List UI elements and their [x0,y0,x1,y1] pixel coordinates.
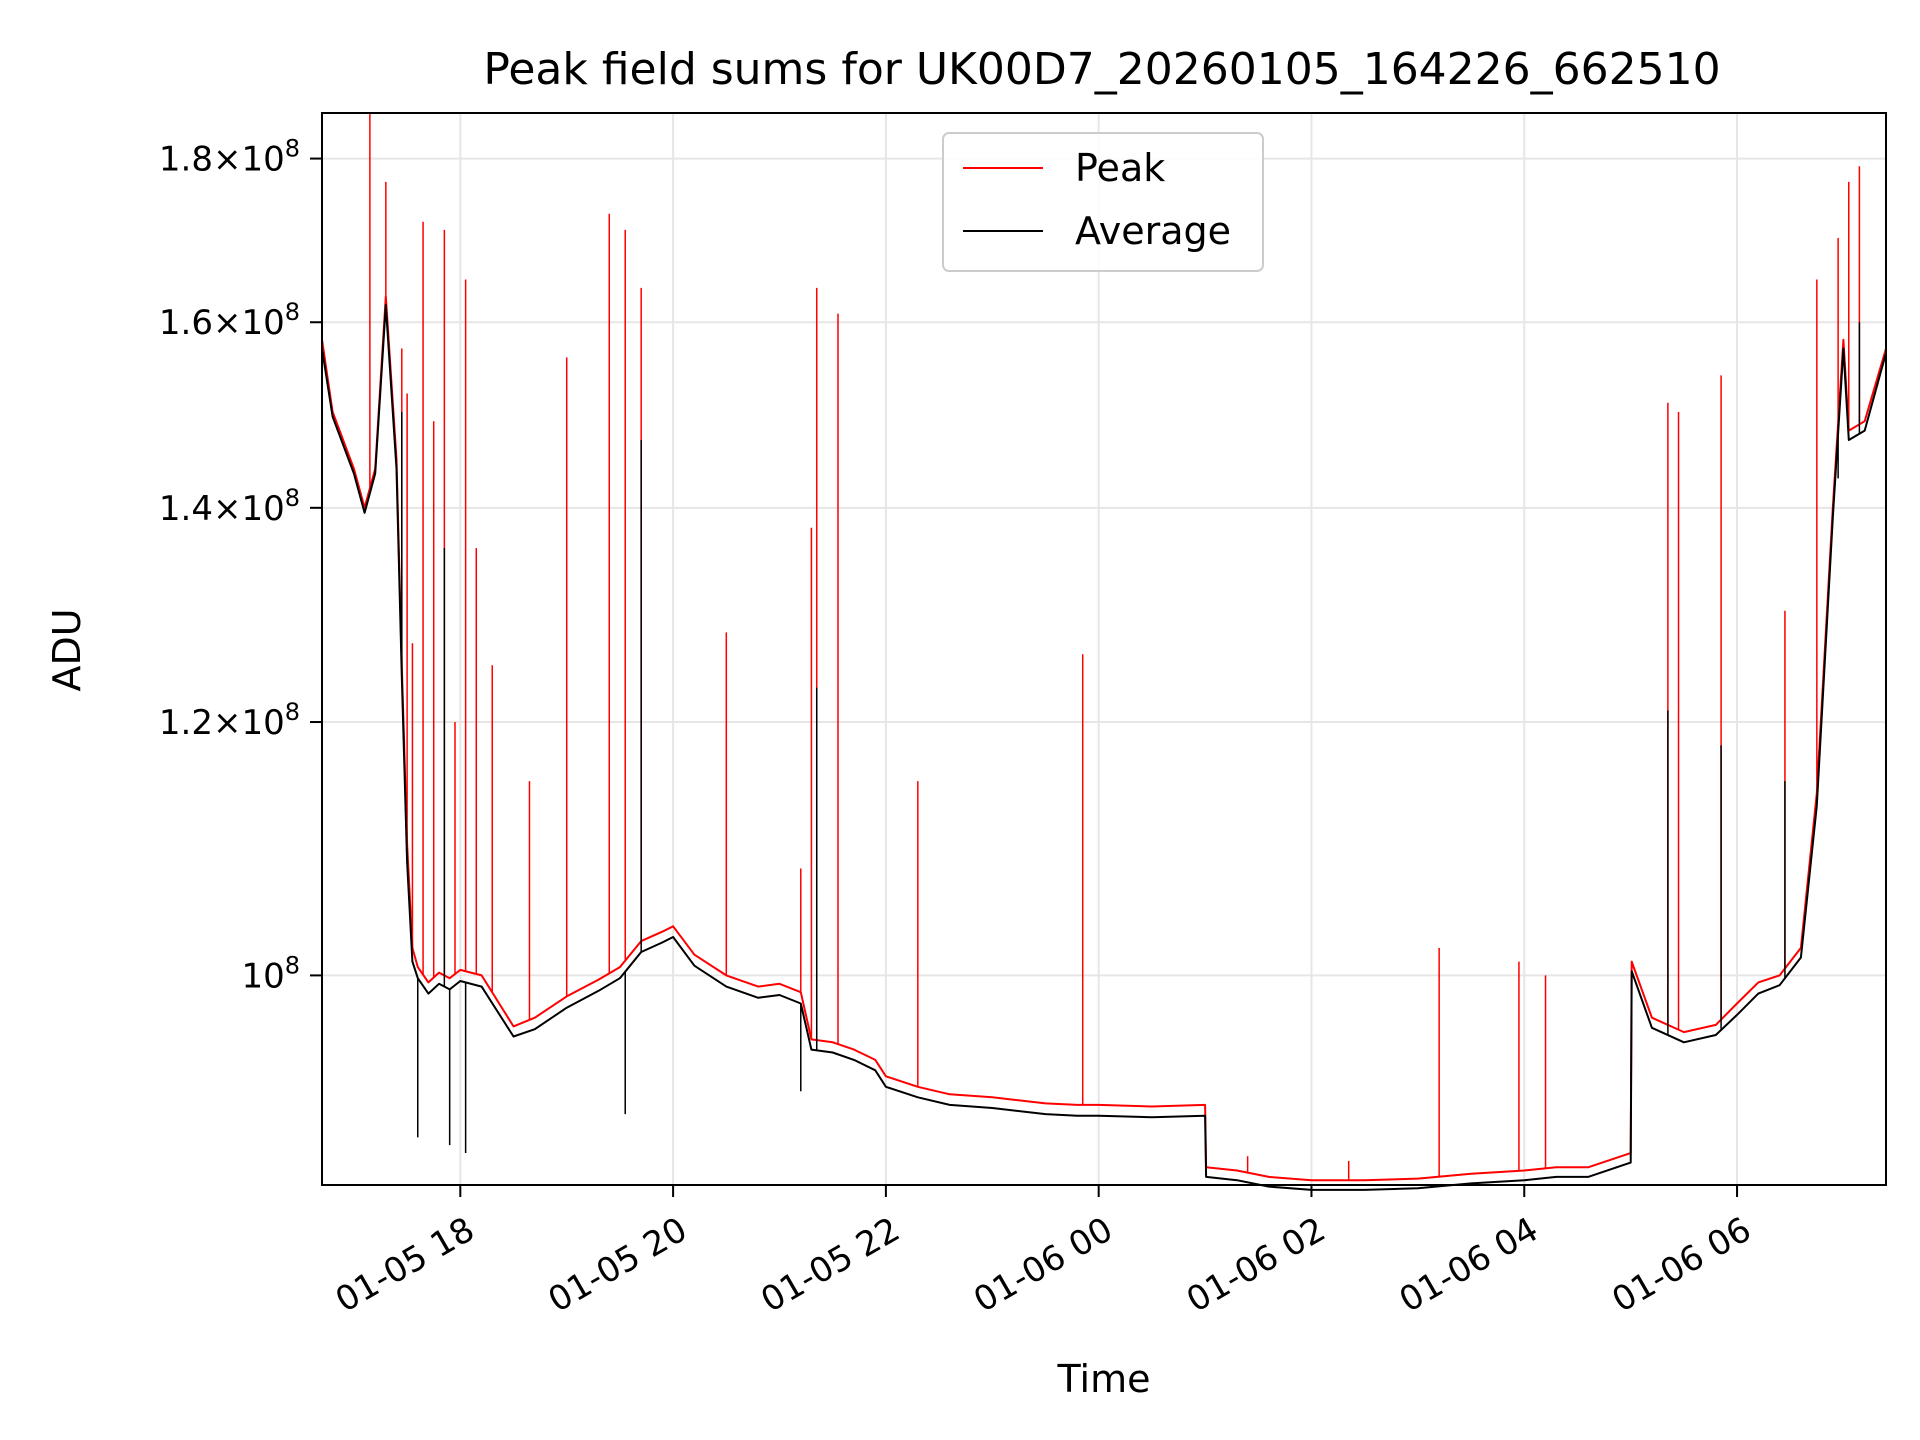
y-tick-label: 1.4×108 [159,484,300,529]
average-series-line [321,304,1887,1191]
grid [322,113,1886,1185]
y-axis-label: ADU [45,608,89,691]
chart-title: Peak field sums for UK00D7_20260105_1642… [483,44,1720,95]
legend-average-label: Average [1075,209,1231,253]
legend-peak-label: Peak [1075,146,1165,190]
series-layer [321,113,1887,1191]
plot-frame [321,112,1887,1186]
y-axis: 108 1.2×108 1.4×108 1.6×108 1.8×108 [159,135,322,996]
y-tick-label: 1.2×108 [159,698,300,743]
y-tick-label: 108 [241,951,300,996]
peak-series-line [321,295,1887,1182]
x-axis-label: Time [1057,1357,1151,1401]
y-tick-label: 1.6×108 [159,298,300,343]
y-tick-label: 1.8×108 [159,135,300,180]
legend: Peak Average [942,132,1264,272]
